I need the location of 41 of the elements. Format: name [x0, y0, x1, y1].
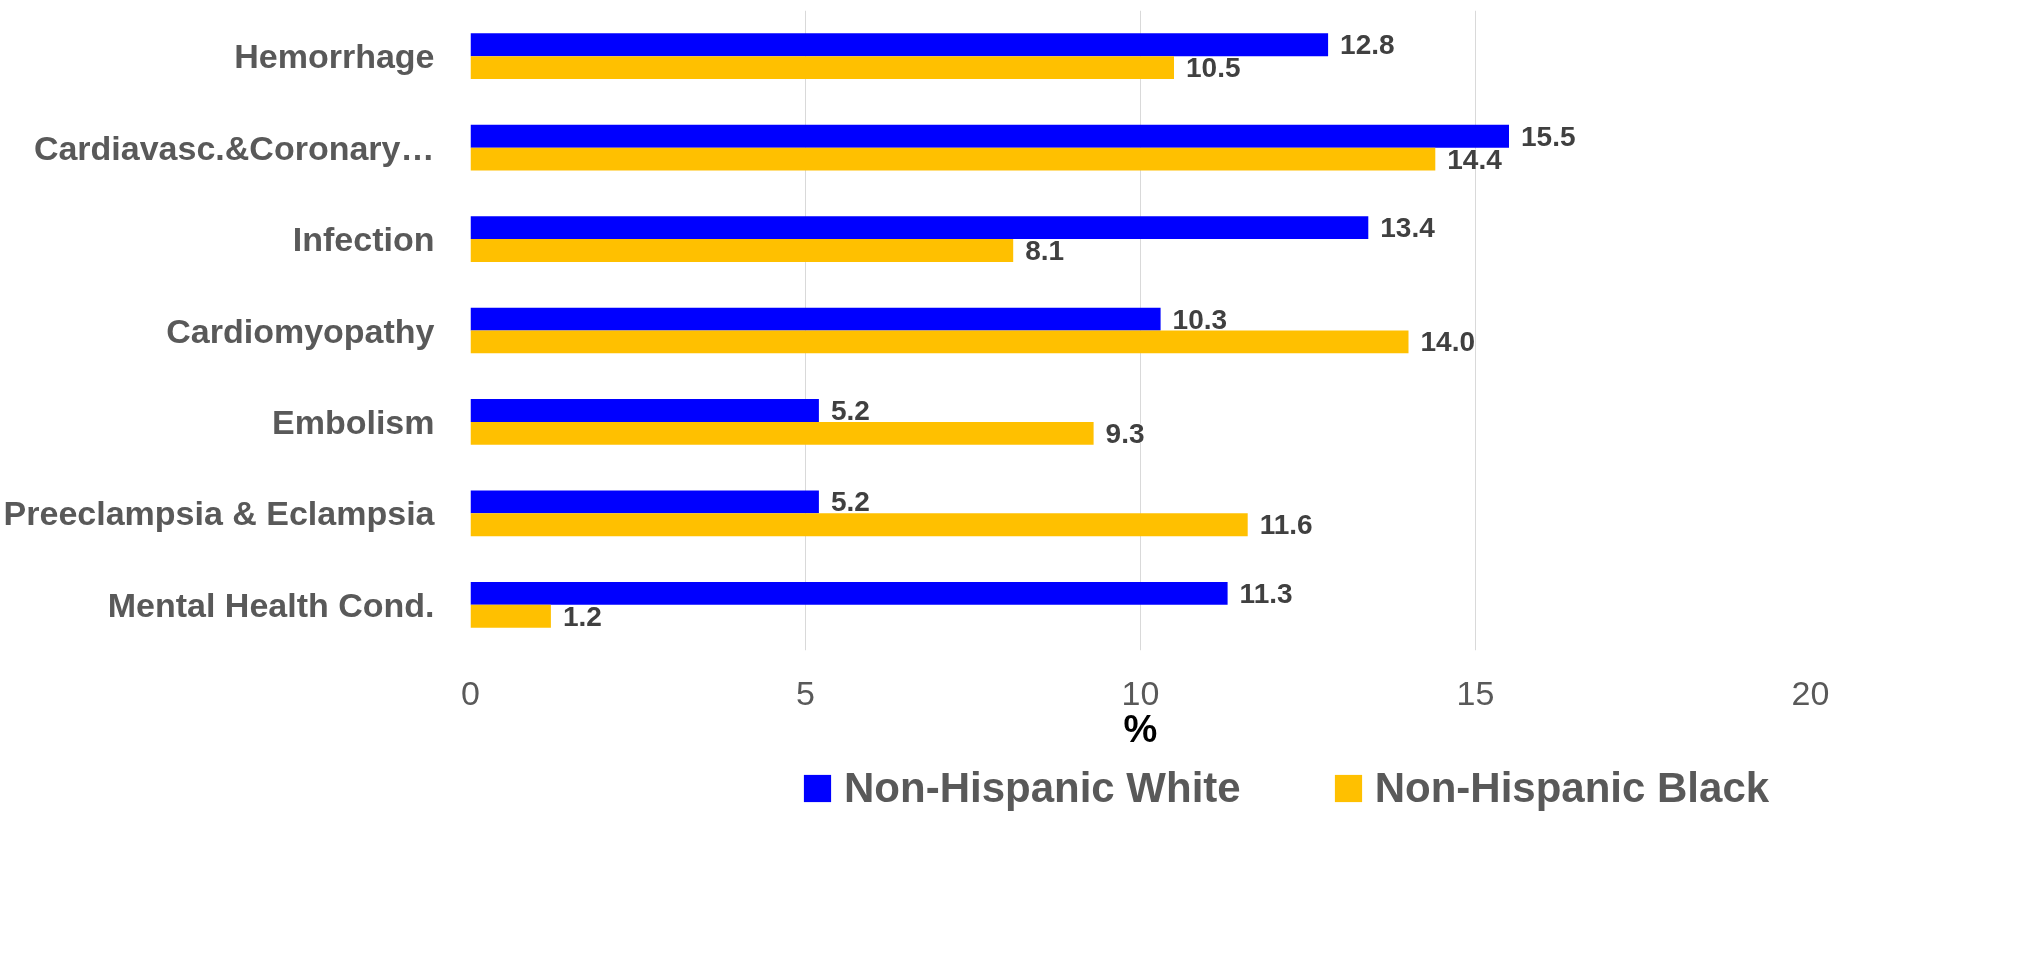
- y-tick-label: Preeclampsia & Eclampsia: [3, 494, 436, 533]
- y-tick-label: Embolism: [272, 402, 435, 441]
- legend-label: Non-Hispanic White: [844, 764, 1241, 812]
- data-label: 14.4: [1447, 143, 1503, 175]
- bar: [470, 330, 1409, 354]
- y-tick-label: Cardiavasc.&Coronary…: [33, 128, 435, 167]
- data-label: 11.3: [1239, 577, 1293, 609]
- bar: [470, 33, 1329, 57]
- data-label: 11.6: [1259, 509, 1313, 541]
- data-label: 5.2: [830, 395, 870, 426]
- data-label: 10.3: [1172, 303, 1228, 335]
- x-tick-label: 0: [461, 673, 480, 712]
- data-label: 9.3: [1105, 417, 1145, 449]
- bar: [470, 56, 1174, 80]
- data-label: 8.1: [1025, 235, 1065, 266]
- bar: [470, 147, 1436, 171]
- bar: [470, 490, 819, 514]
- bar: [470, 124, 1509, 148]
- y-tick-label: Mental Health Cond.: [107, 585, 435, 624]
- legend-label: Non-Hispanic Black: [1374, 764, 1770, 812]
- bar: [470, 513, 1248, 537]
- y-tick-label: Infection: [292, 220, 435, 259]
- bar: [470, 399, 819, 422]
- bar: [470, 421, 1094, 445]
- data-label: 5.2: [830, 486, 870, 518]
- data-label: 13.4: [1380, 212, 1436, 244]
- y-tick-label: Cardiomyopathy: [166, 311, 435, 350]
- bar: [470, 581, 1228, 605]
- y-tick-label: Hemorrhage: [234, 37, 435, 76]
- data-label: 10.5: [1186, 52, 1241, 84]
- x-tick-label: 5: [796, 673, 815, 712]
- x-tick-label: 15: [1456, 673, 1495, 712]
- data-label: 1.2: [562, 600, 602, 632]
- x-tick-label: 20: [1791, 673, 1830, 712]
- bar: [470, 604, 551, 628]
- bar: [470, 239, 1014, 262]
- data-label: 12.8: [1340, 29, 1395, 61]
- data-label: 14.0: [1420, 326, 1475, 358]
- bar: [470, 307, 1161, 331]
- data-label: 15.5: [1521, 120, 1576, 152]
- bar: [470, 216, 1369, 240]
